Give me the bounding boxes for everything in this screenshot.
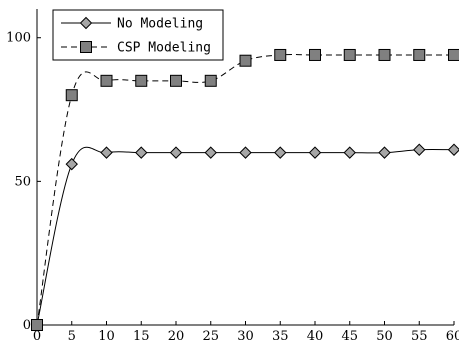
x-tick-label: 20 (168, 329, 185, 344)
x-tick-label: 10 (98, 329, 115, 344)
x-tick-label: 0 (33, 329, 41, 344)
diamond-marker (378, 146, 391, 159)
x-tick-label: 15 (133, 329, 150, 344)
legend-square-marker (80, 41, 92, 53)
legend-label: No Modeling (117, 17, 203, 32)
x-tick-label: 55 (411, 329, 428, 344)
diamond-marker (135, 146, 148, 159)
diamond-marker (204, 146, 217, 159)
square-marker (65, 89, 78, 102)
diamond-marker (65, 157, 78, 171)
x-tick-label: 50 (376, 329, 393, 344)
square-marker (170, 74, 182, 87)
x-tick-label: 25 (202, 329, 219, 344)
square-marker (413, 48, 426, 61)
series-line (36, 146, 455, 326)
series-csp-modeling (31, 48, 459, 331)
legend-box (52, 9, 224, 61)
legend-diamond-marker (79, 16, 93, 30)
x-tick-label: 30 (237, 329, 254, 344)
x-tick-label: 40 (307, 329, 324, 344)
square-marker (448, 48, 459, 61)
square-marker (274, 48, 287, 61)
diamond-marker (308, 146, 322, 159)
square-marker (204, 74, 217, 87)
square-marker (135, 74, 148, 87)
legend-entry: No Modeling (61, 17, 203, 32)
series-layer (30, 48, 459, 332)
square-marker (239, 54, 252, 67)
y-tick-label: 50 (14, 174, 31, 189)
series-line (36, 54, 454, 326)
square-marker (343, 48, 356, 61)
x-tick-label: 60 (446, 329, 459, 344)
y-tick-label: 100 (6, 31, 31, 46)
square-marker (31, 319, 43, 331)
square-marker (309, 48, 321, 61)
legend-label: CSP Modeling (117, 41, 211, 56)
x-tick-label: 35 (272, 329, 289, 344)
square-marker (378, 48, 391, 61)
y-tick-label: 0 (23, 318, 31, 333)
diamond-marker (447, 143, 459, 156)
diamond-marker (169, 146, 183, 159)
x-tick-label: 45 (341, 329, 358, 344)
square-marker (100, 74, 113, 87)
legend: No Modeling CSP Modeling (52, 9, 224, 61)
legend-entry: CSP Modeling (61, 41, 211, 56)
diamond-marker (343, 146, 356, 159)
diamond-marker (413, 143, 426, 156)
x-tick-label: 5 (68, 329, 76, 344)
diamond-marker (274, 146, 287, 159)
diamond-marker (100, 146, 113, 159)
axes: 0 5 10 15 20 25 30 35 40 45 50 55 60 0 50 100 (6, 9, 459, 344)
series-no-modeling (30, 143, 459, 332)
diamond-marker (239, 146, 252, 159)
